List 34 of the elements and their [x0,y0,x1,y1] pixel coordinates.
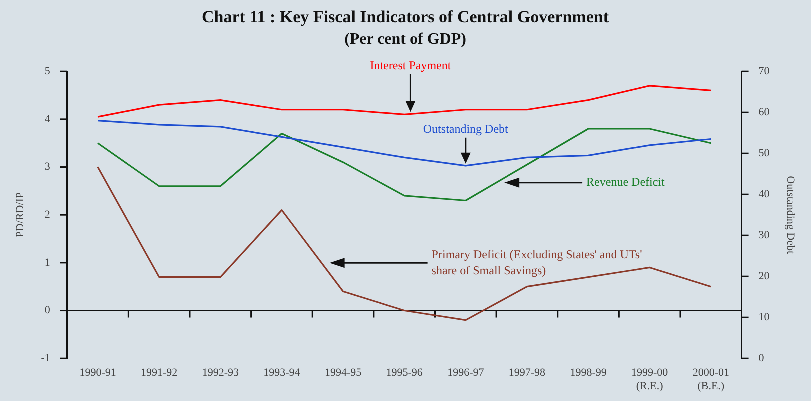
x-tick-label: 1996-97 [448,367,485,380]
x-tick-label: 2000-01 (B.E.) [692,367,730,392]
y2-tick-label: 30 [758,229,770,242]
y2-tick-label: 0 [758,352,765,364]
text: Revenue Deficit [586,174,666,189]
x-tick-label: 1994-95 [324,367,362,380]
y-axis-title: PD/RD/IP [14,192,26,238]
chart-subtitle: (Per cent of GDP) [344,31,466,48]
series-label: Outstanding Debt [423,122,510,136]
y-tick-label: 0 [44,304,51,317]
x-tick-label: 1993-94 [264,367,301,380]
x-tick-label: 1990-91 [80,367,116,380]
y-tick-label: 1 [44,256,50,269]
x-tick-label: 1998-99 [570,367,608,380]
x-tick-label: 1992-93 [202,367,240,380]
y2-axis-title: Outstanding Debt [784,176,797,254]
series-label: Primary Deficit (Excluding States' and UTs' share of Small Savings) [432,247,642,278]
y-tick-label: 2 [44,208,50,221]
x-tick-label: 1991-92 [140,367,178,380]
y-tick-label: 5 [44,65,51,78]
x-tick-label: 1997-98 [508,367,546,380]
x-tick-label: 1995-96 [386,367,424,380]
y2-tick-label: 40 [758,188,770,200]
text: Interest Payment [370,58,452,72]
y2-tick-label: 20 [758,270,770,282]
y2-tick-label: 50 [758,147,770,160]
y2-tick-label: 60 [758,106,770,118]
chart-title: Chart 11 : Key Fiscal Indicators of Central Government [202,8,610,27]
y-tick-label: 3 [44,161,51,174]
y2-tick-label: 70 [758,65,770,78]
y-tick-label: 4 [44,113,51,126]
x-tick-label: 1999-00 (R.E.) [631,367,669,392]
y2-tick-label: 10 [758,311,770,324]
y-tick-label: -1 [41,352,50,364]
